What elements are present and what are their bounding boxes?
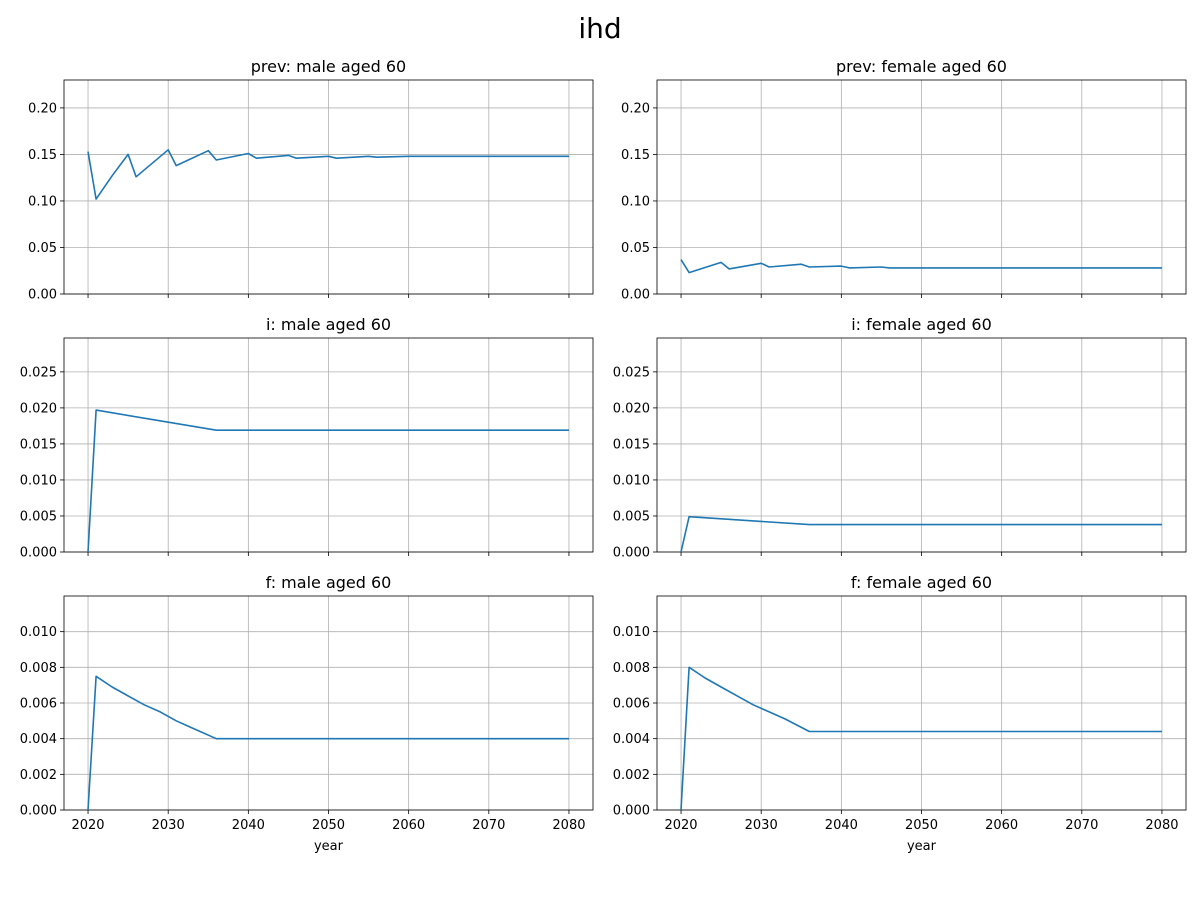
y-tick-label: 0.010 [613, 625, 650, 640]
y-tick-label: 0.015 [20, 437, 57, 452]
y-tick-label: 0.015 [613, 437, 650, 452]
x-tick-label: 2060 [392, 818, 425, 833]
x-tick-label: 2020 [71, 818, 104, 833]
x-tick-label: 2020 [664, 818, 697, 833]
axes-frame [656, 337, 1187, 553]
x-tick-label: 2030 [745, 818, 778, 833]
subplot-5: 2020 2030 2040 2050 2060 2070 2080 0.000 0.002 0.… [20, 573, 594, 854]
subplot-title: i: male aged 60 [266, 315, 391, 334]
y-tick-label: 0.005 [613, 509, 650, 524]
y-tick-label: 0.15 [28, 148, 57, 163]
x-tick-label: 2070 [472, 818, 505, 833]
subplot-title: f: male aged 60 [266, 573, 392, 592]
x-tick-label: 2030 [152, 818, 185, 833]
subplot-title: i: female aged 60 [851, 315, 992, 334]
y-tick-label: 0.00 [28, 288, 57, 303]
x-tick-label: 2040 [825, 818, 858, 833]
axes-frame [63, 595, 594, 811]
subplot-title: prev: male aged 60 [251, 57, 406, 76]
subplot-title: prev: female aged 60 [836, 57, 1007, 76]
series-line [680, 259, 1162, 274]
y-tick-label: 0.002 [613, 768, 650, 783]
y-tick-label: 0.008 [20, 661, 57, 676]
y-tick-label: 0.008 [613, 661, 650, 676]
x-tick-label: 2050 [312, 818, 345, 833]
figure-title: ihd [578, 12, 622, 45]
series-line [87, 409, 569, 553]
subplot-title: f: female aged 60 [851, 573, 992, 592]
subplot-3: 0.000 0.005 0.010 0.015 0.020 0.025 i: male ag… [20, 315, 594, 561]
y-tick-label: 0.05 [28, 241, 57, 256]
y-tick-label: 0.020 [613, 401, 650, 416]
y-tick-label: 0.10 [28, 194, 57, 209]
y-tick-label: 0.004 [20, 732, 57, 747]
subplot-4: 0.000 0.005 0.010 0.015 0.020 0.025 i: female … [613, 315, 1187, 561]
x-tick-label: 2070 [1065, 818, 1098, 833]
y-tick-label: 0.05 [621, 241, 650, 256]
y-tick-label: 0.10 [621, 194, 650, 209]
y-tick-label: 0.002 [20, 768, 57, 783]
y-tick-label: 0.000 [20, 804, 57, 819]
y-tick-label: 0.20 [28, 101, 57, 116]
axes-frame [63, 79, 594, 295]
series-line [87, 149, 569, 200]
y-tick-label: 0.006 [20, 697, 57, 712]
axes-frame [656, 79, 1187, 295]
y-tick-label: 0.010 [20, 625, 57, 640]
x-tick-label: 2080 [552, 818, 585, 833]
series-line [680, 666, 1162, 811]
x-axis-label: year [314, 839, 344, 854]
subplot-1: 0.00 0.05 0.10 0.15 0.20 prev: male aged 60 [28, 57, 594, 303]
x-axis-label: year [907, 839, 937, 854]
y-tick-label: 0.00 [621, 288, 650, 303]
y-tick-label: 0.025 [20, 365, 57, 380]
x-tick-label: 2040 [232, 818, 265, 833]
subplot-2: 0.00 0.05 0.10 0.15 0.20 prev: female aged 60 [621, 57, 1187, 303]
y-tick-label: 0.010 [613, 473, 650, 488]
series-line [87, 675, 569, 811]
axes-frame [63, 337, 594, 553]
y-tick-label: 0.000 [20, 546, 57, 561]
y-tick-label: 0.005 [20, 509, 57, 524]
y-tick-label: 0.006 [613, 697, 650, 712]
axes-frame [656, 595, 1187, 811]
x-tick-label: 2050 [905, 818, 938, 833]
series-line [680, 515, 1162, 553]
y-tick-label: 0.004 [613, 732, 650, 747]
subplot-6: 2020 2030 2040 2050 2060 2070 2080 0.000 0.002 0.… [613, 573, 1187, 854]
y-tick-label: 0.000 [613, 546, 650, 561]
y-tick-label: 0.010 [20, 473, 57, 488]
y-tick-label: 0.020 [20, 401, 57, 416]
y-tick-label: 0.20 [621, 101, 650, 116]
y-tick-label: 0.025 [613, 365, 650, 380]
y-tick-label: 0.15 [621, 148, 650, 163]
x-tick-label: 2080 [1145, 818, 1178, 833]
x-tick-label: 2060 [985, 818, 1018, 833]
y-tick-label: 0.000 [613, 804, 650, 819]
